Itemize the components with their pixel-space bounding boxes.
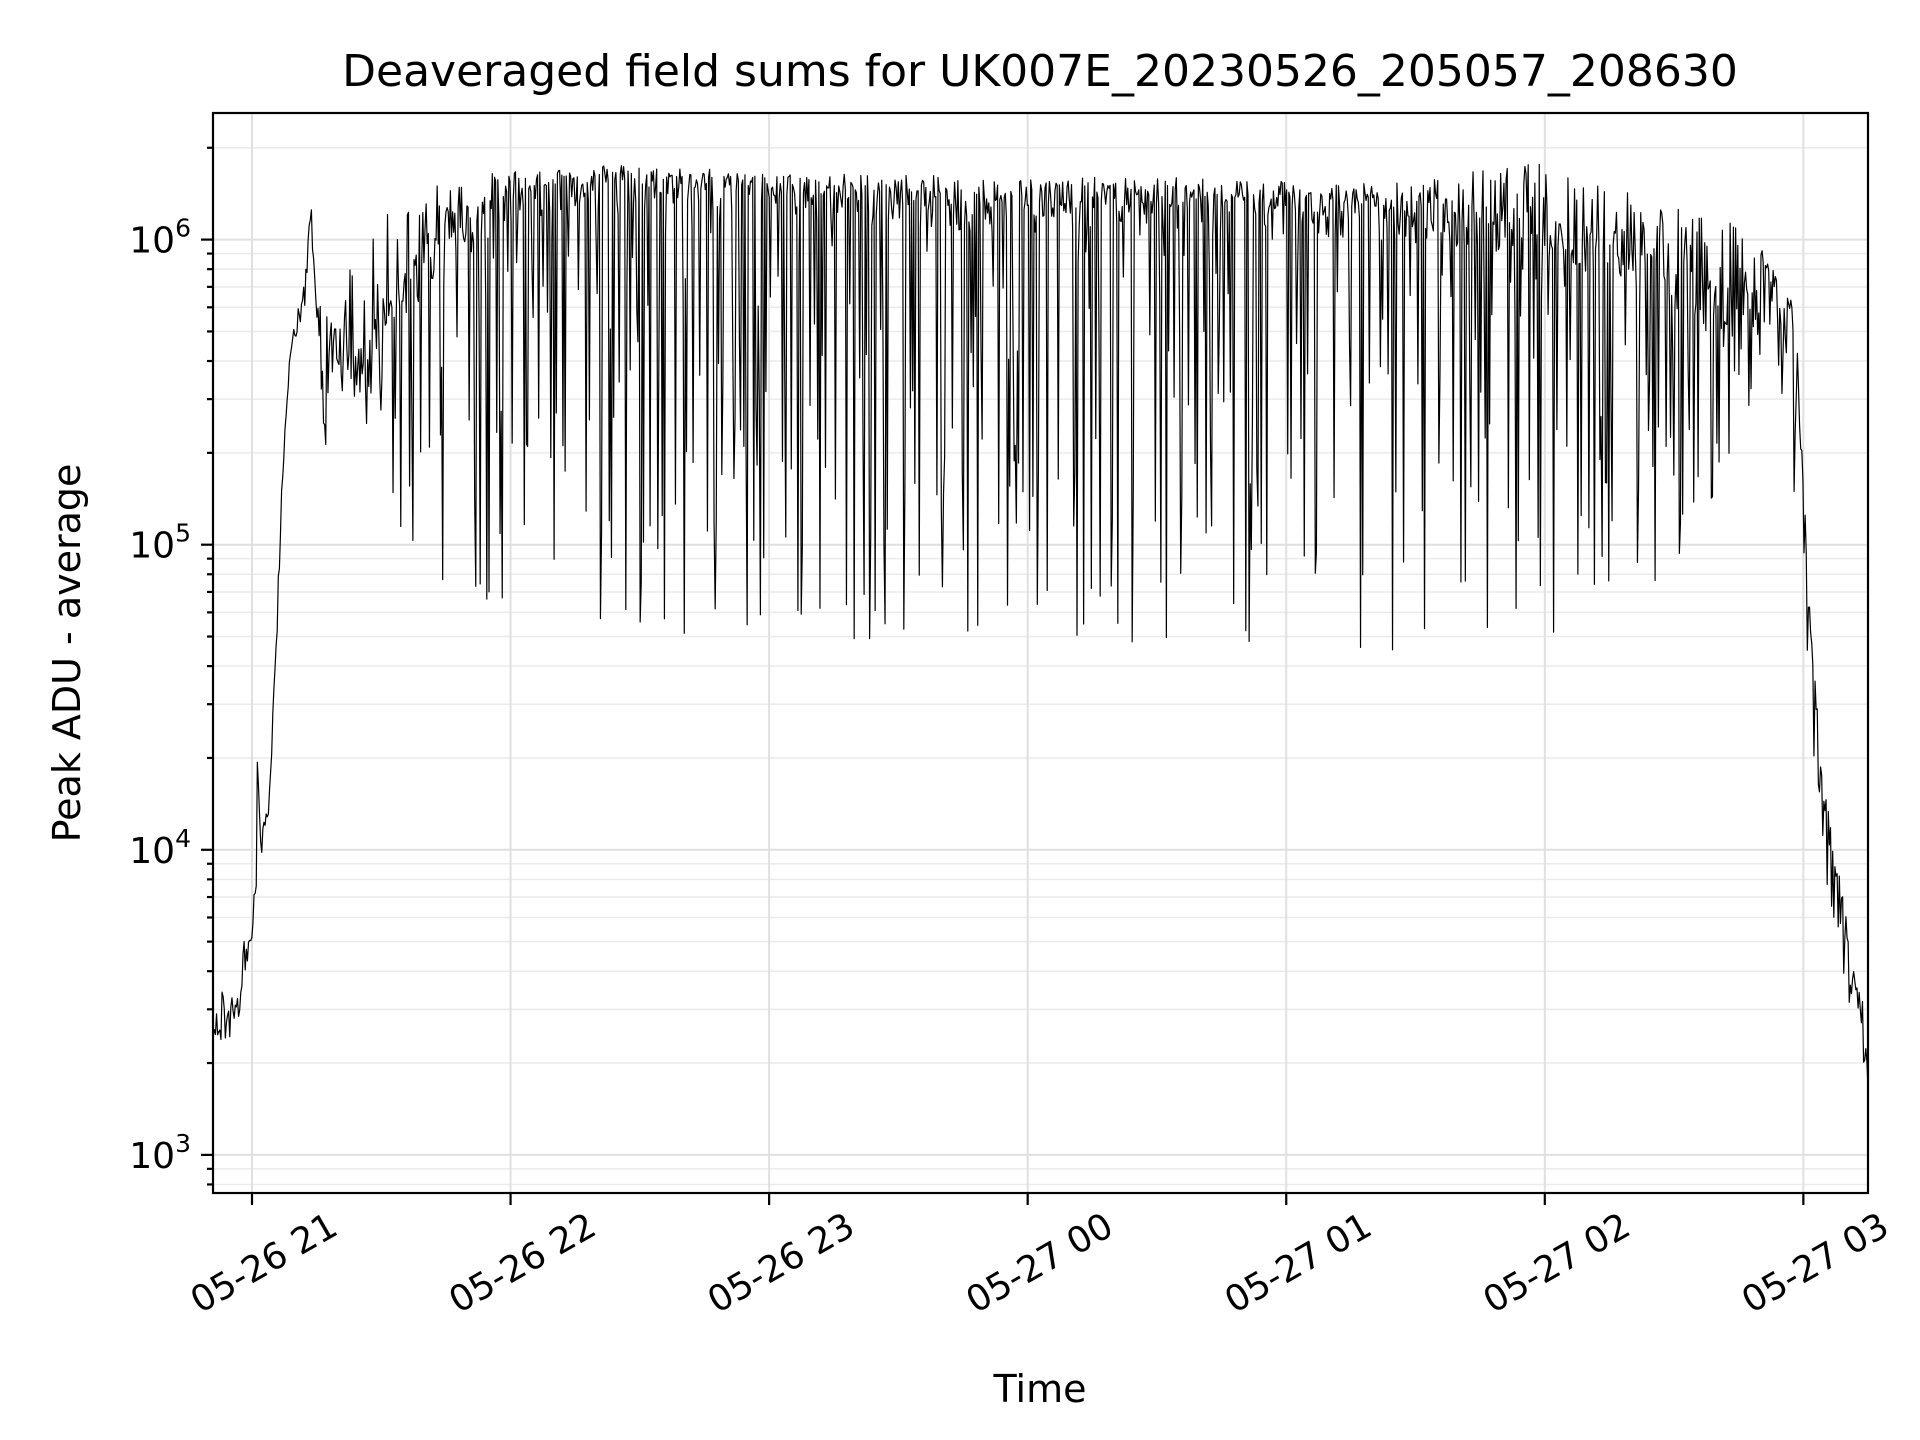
x-tick-label: 05-27 02	[1477, 1205, 1638, 1321]
x-tick-label: 05-27 00	[960, 1205, 1121, 1321]
x-tick-label: 05-26 23	[701, 1205, 862, 1321]
x-axis-label: Time	[993, 1367, 1087, 1411]
chart-title: Deaveraged field sums for UK007E_2023052…	[342, 46, 1738, 97]
y-tick-label: 105	[129, 519, 191, 567]
y-axis-label: Peak ADU - average	[45, 464, 89, 843]
x-tick-label: 05-26 21	[184, 1205, 345, 1321]
series-layer	[212, 163, 1869, 1089]
x-tick-label: 05-26 22	[442, 1205, 603, 1321]
plot-frame	[211, 111, 1870, 1195]
y-tick-label: 104	[129, 824, 191, 872]
x-tick-label: 05-27 01	[1218, 1205, 1379, 1321]
x-tick-label: 05-27 03	[1735, 1205, 1896, 1321]
grid-layer	[213, 113, 1868, 1193]
series-line	[212, 163, 1869, 1089]
y-tick-label: 106	[129, 214, 191, 262]
y-tick-label: 103	[129, 1129, 191, 1177]
